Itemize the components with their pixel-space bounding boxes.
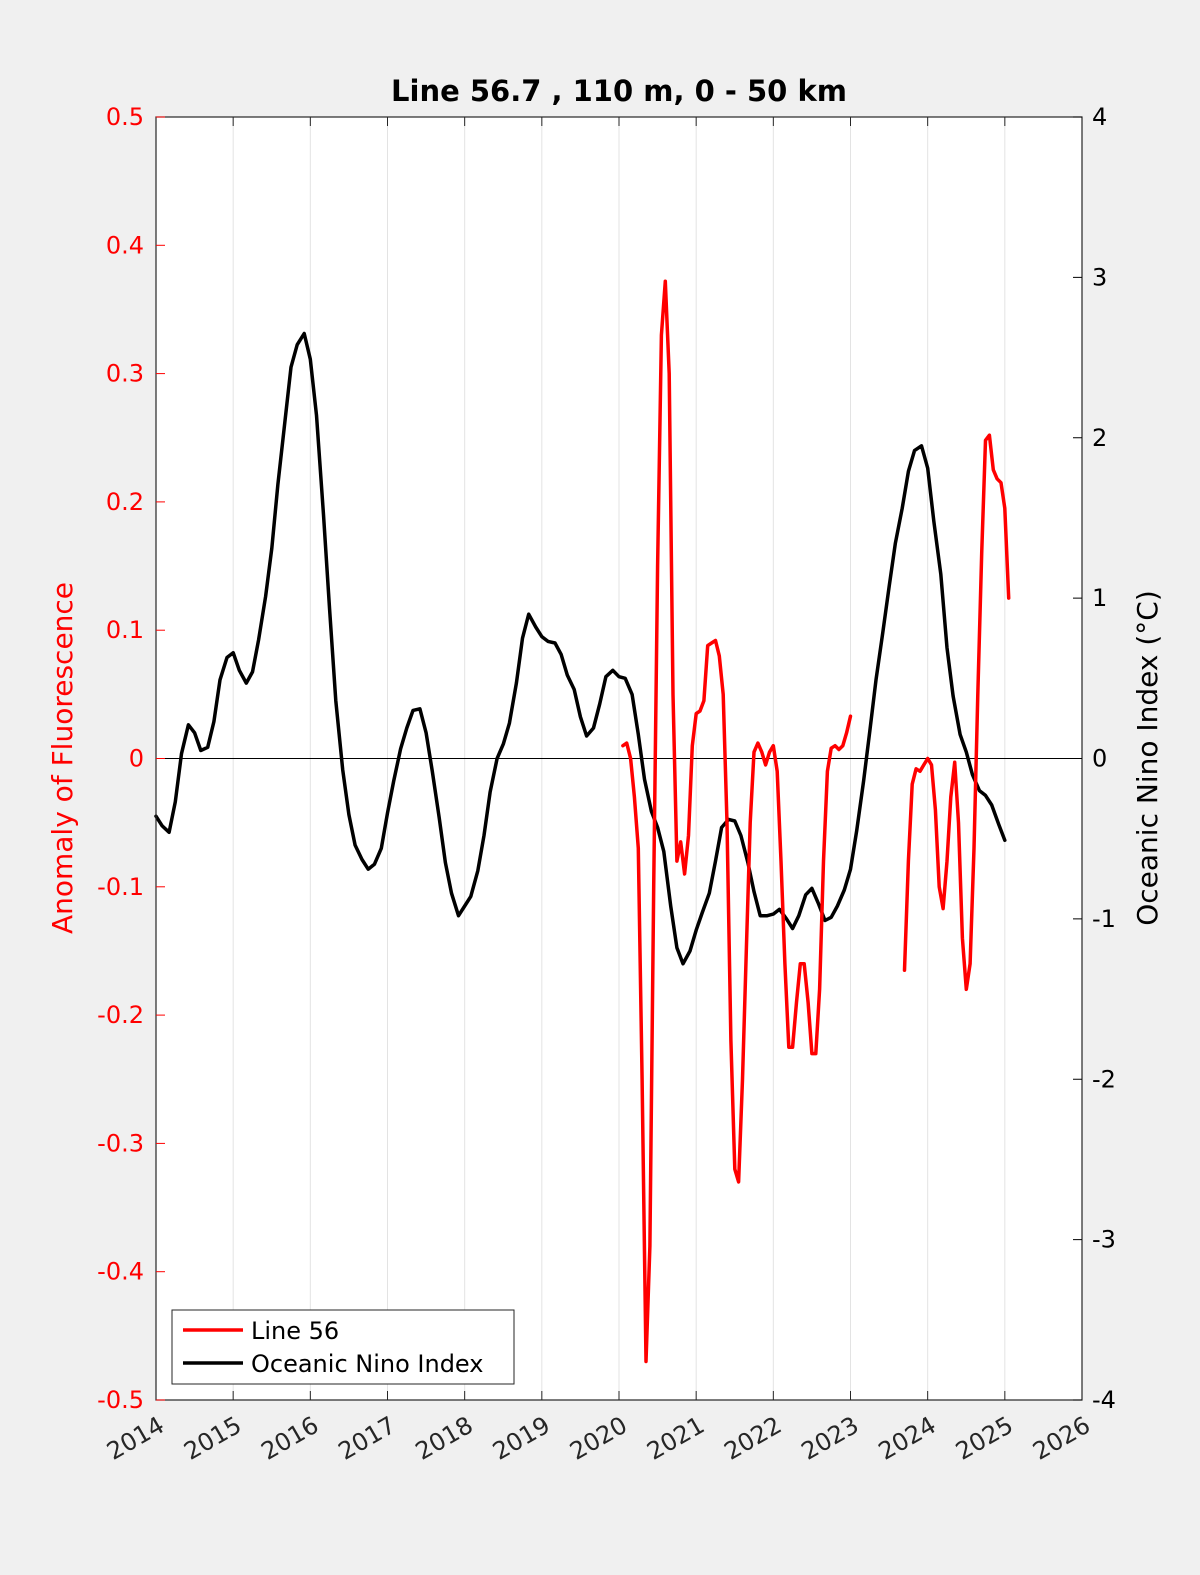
y-axis-left-label: Anomaly of Fluorescence bbox=[46, 582, 79, 934]
y-right-tick-label: 4 bbox=[1092, 103, 1107, 131]
chart-title: Line 56.7 , 110 m, 0 - 50 km bbox=[391, 74, 847, 108]
series-layer bbox=[154, 279, 1011, 1364]
y-right-tick-label: 1 bbox=[1092, 584, 1107, 612]
y-right-tick-label: -2 bbox=[1092, 1065, 1116, 1093]
y-right-tick-label: 2 bbox=[1092, 424, 1107, 452]
y-left-tick-label: -0.4 bbox=[97, 1258, 144, 1286]
y-left-tick-label: 0.3 bbox=[106, 360, 144, 388]
y-left-tick-label: -0.1 bbox=[97, 873, 144, 901]
legend-label-line56: Line 56 bbox=[251, 1317, 339, 1345]
y-right-tick-label: 3 bbox=[1092, 263, 1107, 291]
series-line56-line bbox=[621, 279, 853, 1364]
y-left-tick-label: 0.5 bbox=[106, 103, 144, 131]
y-left-tick-label: -0.2 bbox=[97, 1001, 144, 1029]
y-right-tick-label: -4 bbox=[1092, 1386, 1116, 1414]
legend-label-oni: Oceanic Nino Index bbox=[251, 1350, 483, 1378]
legend-box bbox=[171, 1309, 515, 1385]
y-left-tick-label: 0.1 bbox=[106, 616, 144, 644]
y-axis-right-label: Oceanic Nino Index (°C) bbox=[1131, 590, 1164, 926]
y-right-tick-label: -3 bbox=[1092, 1226, 1116, 1254]
y-right-tick-label: 0 bbox=[1092, 745, 1107, 773]
legend: Line 56 Oceanic Nino Index bbox=[171, 1309, 515, 1385]
y-right-tick-label: -1 bbox=[1092, 905, 1116, 933]
y-left-tick-label: -0.5 bbox=[97, 1386, 144, 1414]
series-oni-line bbox=[154, 331, 1007, 966]
y-left-tick-label: 0.2 bbox=[106, 488, 144, 516]
y-left-tick-label: 0 bbox=[129, 745, 144, 773]
y-left-tick-label: -0.3 bbox=[97, 1129, 144, 1157]
y-left-tick-label: 0.4 bbox=[106, 231, 144, 259]
series-line56-line bbox=[902, 433, 1011, 992]
